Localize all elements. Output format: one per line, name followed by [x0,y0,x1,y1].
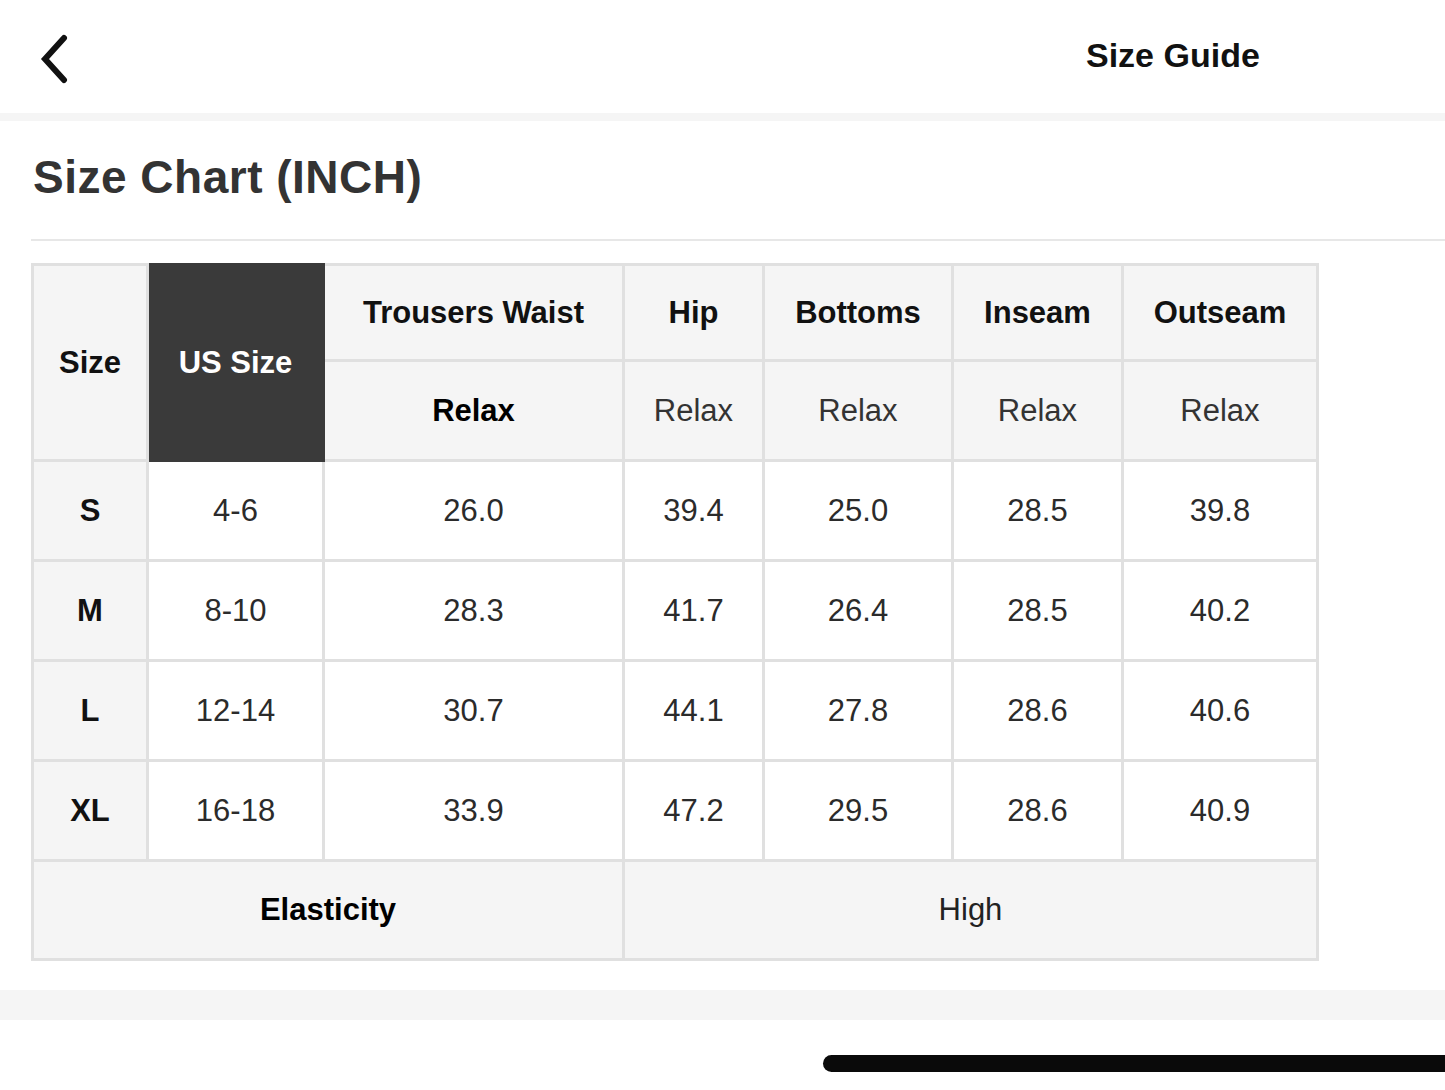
home-indicator[interactable] [823,1055,1445,1072]
table-header-row-1: Size US Size Trousers Waist Hip Bottoms … [33,265,1318,361]
subheader-relax-hip: Relax [624,361,764,461]
size-label: M [33,561,148,661]
bottoms-value: 26.4 [764,561,953,661]
inseam-value: 28.6 [953,661,1123,761]
col-header-inseam: Inseam [953,265,1123,361]
inseam-value: 28.5 [953,561,1123,661]
bottoms-value: 25.0 [764,461,953,561]
col-header-trousers-waist: Trousers Waist [324,265,624,361]
subheader-relax-outseam: Relax [1123,361,1318,461]
us-size-value: 16-18 [148,761,324,861]
table-row-xl: XL 16-18 33.9 47.2 29.5 28.6 40.9 [33,761,1318,861]
subheader-relax-bottoms: Relax [764,361,953,461]
heading-divider [31,239,1445,241]
size-chart-table: Size US Size Trousers Waist Hip Bottoms … [31,263,1319,961]
inseam-value: 28.6 [953,761,1123,861]
top-bar: Size Guide [0,0,1445,113]
outseam-value: 40.2 [1123,561,1318,661]
page-title: Size Guide [1086,36,1260,75]
size-chart-table-wrap: Size US Size Trousers Waist Hip Bottoms … [31,263,1318,961]
us-size-value: 12-14 [148,661,324,761]
size-label: S [33,461,148,561]
size-chart-heading: Size Chart (INCH) [33,150,422,204]
back-button[interactable] [40,28,84,90]
size-label: L [33,661,148,761]
size-label: XL [33,761,148,861]
trousers-waist-value: 33.9 [324,761,624,861]
us-size-value: 8-10 [148,561,324,661]
trousers-waist-value: 30.7 [324,661,624,761]
trousers-waist-value: 28.3 [324,561,624,661]
col-header-us-size: US Size [148,265,324,461]
hip-value: 44.1 [624,661,764,761]
elasticity-value: High [624,861,1318,960]
hip-value: 39.4 [624,461,764,561]
bottom-divider-band [0,990,1445,1020]
elasticity-label: Elasticity [33,861,624,960]
col-header-outseam: Outseam [1123,265,1318,361]
us-size-value: 4-6 [148,461,324,561]
header-divider-band [0,113,1445,121]
table-footer-row: Elasticity High [33,861,1318,960]
bottoms-value: 27.8 [764,661,953,761]
col-header-size: Size [33,265,148,461]
table-row-l: L 12-14 30.7 44.1 27.8 28.6 40.6 [33,661,1318,761]
table-row-s: S 4-6 26.0 39.4 25.0 28.5 39.8 [33,461,1318,561]
size-guide-screen: Size Guide Size Chart (INCH) Size US Siz… [0,0,1445,1090]
col-header-hip: Hip [624,265,764,361]
outseam-value: 40.9 [1123,761,1318,861]
table-row-m: M 8-10 28.3 41.7 26.4 28.5 40.2 [33,561,1318,661]
subheader-relax-inseam: Relax [953,361,1123,461]
outseam-value: 40.6 [1123,661,1318,761]
inseam-value: 28.5 [953,461,1123,561]
col-header-bottoms: Bottoms [764,265,953,361]
subheader-relax-trousers-waist: Relax [324,361,624,461]
trousers-waist-value: 26.0 [324,461,624,561]
bottoms-value: 29.5 [764,761,953,861]
chevron-left-icon [40,34,68,84]
outseam-value: 39.8 [1123,461,1318,561]
hip-value: 47.2 [624,761,764,861]
hip-value: 41.7 [624,561,764,661]
